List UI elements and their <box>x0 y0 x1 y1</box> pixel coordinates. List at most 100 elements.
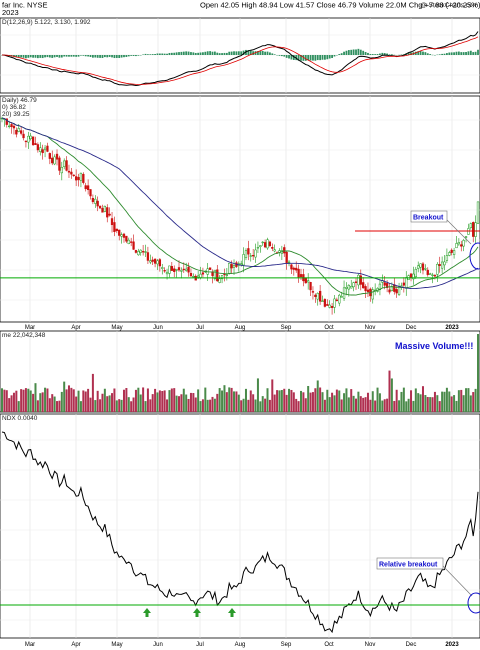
candle-body <box>163 270 166 272</box>
candle-body <box>385 283 389 288</box>
candle-body <box>256 247 260 249</box>
macd-histogram-bar <box>429 54 432 55</box>
candle-body <box>79 172 83 181</box>
watermark: @ StockCharts.com <box>420 2 478 9</box>
volume-bar <box>118 399 121 412</box>
volume-bar <box>237 394 240 412</box>
volume-bar <box>271 379 274 412</box>
macd-histogram-bar <box>319 55 322 61</box>
candle-body <box>242 254 245 266</box>
candle-body <box>371 289 374 300</box>
volume-bar <box>127 397 130 412</box>
volume-bar <box>213 398 216 412</box>
volume-bar <box>103 388 106 412</box>
volume-bar <box>51 394 54 412</box>
macd-histogram-bar <box>386 53 389 55</box>
candle-body <box>295 267 298 271</box>
candle-body <box>192 276 195 278</box>
candle-body <box>424 268 427 270</box>
macd-histogram-bar <box>137 55 140 56</box>
candle-body <box>96 200 99 207</box>
macd-histogram-bar <box>278 55 281 56</box>
macd-histogram-bar <box>101 55 104 58</box>
macd-histogram-bar <box>106 55 109 58</box>
candle-body <box>393 284 396 292</box>
candle-body <box>89 189 92 197</box>
candle-body <box>225 274 228 276</box>
breakout-circle <box>469 242 480 270</box>
macd-histogram-bar <box>84 55 87 57</box>
macd-histogram-bar <box>271 53 274 55</box>
relative-breakout-circle <box>467 592 480 614</box>
candle-body <box>156 260 159 265</box>
candle-body <box>216 269 219 282</box>
volume-bar <box>280 390 283 412</box>
candle-body <box>60 167 63 174</box>
header-strip <box>0 0 480 18</box>
candle-body <box>266 239 269 249</box>
candle-body <box>431 274 434 276</box>
candle-body <box>65 160 68 171</box>
candle-body <box>412 273 415 280</box>
relative-breakout-label: Relative breakout <box>379 562 438 569</box>
macd-histogram-bar <box>438 54 441 55</box>
macd-histogram-bar <box>163 53 166 55</box>
macd-histogram-bar <box>369 54 372 55</box>
candle-body <box>180 270 183 272</box>
macd-legend: D(12,26,9) 5.122, 3.130, 1.992 <box>2 19 91 26</box>
macd-histogram-bar <box>359 49 362 55</box>
candle-body <box>175 269 178 271</box>
macd-histogram-bar <box>20 55 23 58</box>
volume-bar <box>211 396 214 412</box>
volume-bar <box>113 388 116 412</box>
macd-histogram-bar <box>297 55 300 61</box>
macd-histogram-bar <box>237 51 240 55</box>
macd-histogram-bar <box>147 54 149 55</box>
volume-bar <box>24 388 27 412</box>
macd-histogram-bar <box>125 55 128 57</box>
volume-bar <box>142 387 145 412</box>
macd-histogram-bar <box>82 55 85 56</box>
volume-bar <box>137 387 140 412</box>
volume-bar <box>82 390 85 412</box>
volume-bar <box>465 388 468 412</box>
candle-body <box>201 272 205 275</box>
macd-histogram-bar <box>22 55 25 58</box>
macd-histogram-bar <box>89 55 92 58</box>
volume-bar <box>316 380 319 412</box>
macd-histogram-bar <box>362 50 365 55</box>
macd-histogram-bar <box>252 51 255 55</box>
macd-histogram-bar <box>474 51 477 55</box>
volume-bar <box>72 389 75 412</box>
macd-histogram-bar <box>273 54 276 55</box>
macd-histogram-bar <box>213 51 216 55</box>
volume-bar <box>309 392 312 412</box>
macd-histogram-bar <box>352 49 355 55</box>
volume-bar <box>194 397 197 412</box>
volume-bar <box>366 392 369 412</box>
candle-body <box>244 250 248 258</box>
candle-body <box>29 135 32 140</box>
macd-histogram-bar <box>472 52 475 55</box>
macd-histogram-bar <box>63 55 66 57</box>
volume-bar <box>386 398 389 412</box>
volume-bar <box>314 388 317 412</box>
candle-body <box>352 282 355 288</box>
macd-histogram-bar <box>455 51 458 55</box>
volume-bar <box>364 397 367 412</box>
macd-histogram-bar <box>44 55 46 58</box>
candle-body <box>464 236 468 238</box>
macd-histogram-bar <box>469 50 472 55</box>
macd-histogram-bar <box>154 54 156 55</box>
macd-histogram-bar <box>178 52 180 55</box>
price-legend-1: Daily) 46.79 <box>2 97 37 104</box>
macd-histogram-bar <box>302 55 305 61</box>
breakout-pointer <box>446 219 472 245</box>
volume-bar <box>182 388 185 412</box>
candle-body <box>452 250 456 255</box>
volume-bar <box>63 381 66 412</box>
macd-histogram-bar <box>197 52 200 55</box>
candle-body <box>213 269 217 280</box>
volume-bar <box>247 399 250 412</box>
price-summary: Open 42.05 High 48.94 Low 41.57 Close 46… <box>200 1 480 10</box>
